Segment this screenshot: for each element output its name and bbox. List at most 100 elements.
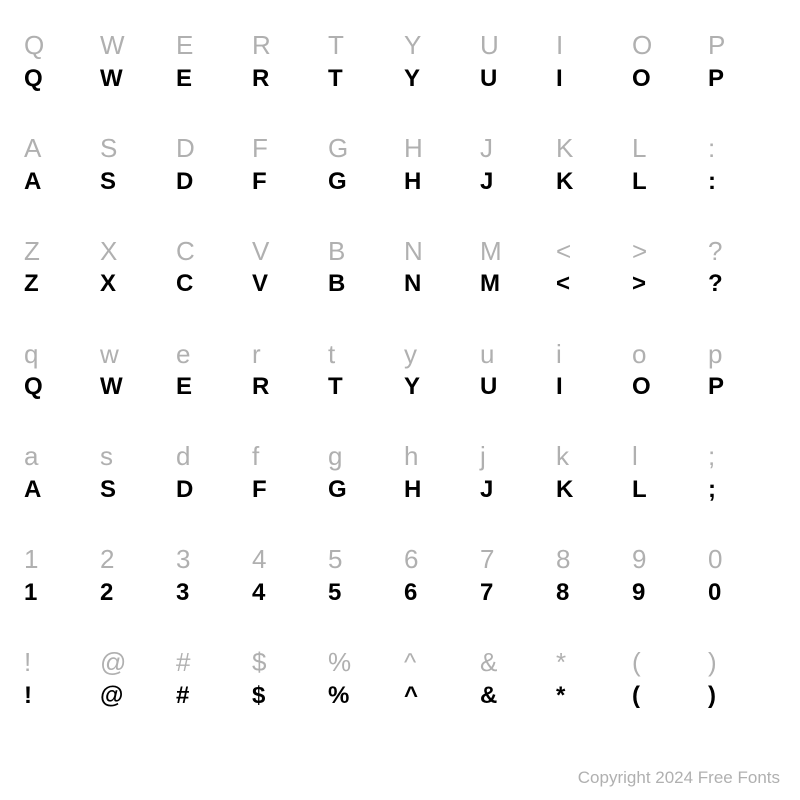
reference-character: 3	[176, 543, 190, 577]
sample-character: $	[252, 680, 264, 711]
sample-character: M	[480, 268, 499, 299]
specimen-cell: **	[552, 627, 628, 730]
sample-character: D	[176, 474, 192, 505]
reference-character: f	[252, 440, 259, 474]
sample-character: G	[328, 474, 346, 505]
sample-character: H	[404, 474, 420, 505]
specimen-cell: yY	[400, 319, 476, 422]
sample-character: J	[480, 166, 492, 197]
sample-character: L	[632, 474, 646, 505]
sample-character: 7	[480, 577, 492, 608]
specimen-cell: FF	[248, 113, 324, 216]
reference-character: t	[328, 338, 335, 372]
sample-character: 8	[556, 577, 568, 608]
specimen-cell: %%	[324, 627, 400, 730]
sample-character: (	[632, 680, 639, 711]
reference-character: q	[24, 338, 38, 372]
specimen-cell: DD	[172, 113, 248, 216]
reference-character: l	[632, 440, 638, 474]
specimen-cell: 66	[400, 524, 476, 627]
specimen-cell: RR	[248, 10, 324, 113]
reference-character: r	[252, 338, 261, 372]
reference-character: j	[480, 440, 486, 474]
specimen-cell: wW	[96, 319, 172, 422]
sample-character: W	[100, 63, 122, 94]
reference-character: ;	[708, 440, 715, 474]
sample-character: O	[632, 63, 650, 94]
sample-character: D	[176, 166, 192, 197]
specimen-cell: 22	[96, 524, 172, 627]
specimen-cell: aA	[20, 421, 96, 524]
reference-character: N	[404, 235, 423, 269]
reference-character: G	[328, 132, 348, 166]
specimen-cell: sS	[96, 421, 172, 524]
reference-character: >	[632, 235, 647, 269]
specimen-cell: BB	[324, 216, 400, 319]
specimen-cell: PP	[704, 10, 780, 113]
specimen-cell: kK	[552, 421, 628, 524]
reference-character: E	[176, 29, 193, 63]
reference-character: #	[176, 646, 190, 680]
specimen-cell: ^^	[400, 627, 476, 730]
sample-character: Q	[24, 371, 42, 402]
sample-character: !	[24, 680, 31, 711]
copyright-text: Copyright 2024 Free Fonts	[578, 768, 780, 788]
sample-character: Q	[24, 63, 42, 94]
specimen-cell: iI	[552, 319, 628, 422]
reference-character: ?	[708, 235, 722, 269]
sample-character: V	[252, 268, 267, 299]
sample-character: ^	[404, 680, 417, 711]
reference-character: D	[176, 132, 195, 166]
reference-character: F	[252, 132, 268, 166]
sample-character: #	[176, 680, 188, 711]
sample-character: 5	[328, 577, 340, 608]
sample-character: J	[480, 474, 492, 505]
reference-character: 1	[24, 543, 38, 577]
reference-character: &	[480, 646, 497, 680]
specimen-cell: fF	[248, 421, 324, 524]
reference-character: g	[328, 440, 342, 474]
specimen-cell: oO	[628, 319, 704, 422]
reference-character: *	[556, 646, 566, 680]
reference-character: w	[100, 338, 119, 372]
reference-character: J	[480, 132, 493, 166]
sample-character: E	[176, 371, 191, 402]
sample-character: Y	[404, 63, 419, 94]
specimen-cell: WW	[96, 10, 172, 113]
sample-character: T	[328, 63, 342, 94]
specimen-cell: >>	[628, 216, 704, 319]
specimen-cell: JJ	[476, 113, 552, 216]
reference-character: M	[480, 235, 502, 269]
specimen-cell: qQ	[20, 319, 96, 422]
sample-character: G	[328, 166, 346, 197]
specimen-cell: eE	[172, 319, 248, 422]
reference-character: U	[480, 29, 499, 63]
reference-character: Y	[404, 29, 421, 63]
sample-character: Z	[24, 268, 38, 299]
sample-character: E	[176, 63, 191, 94]
specimen-cell: LL	[628, 113, 704, 216]
specimen-cell: $$	[248, 627, 324, 730]
sample-character: Y	[404, 371, 419, 402]
reference-character: Z	[24, 235, 40, 269]
sample-character: U	[480, 63, 496, 94]
specimen-cell: AA	[20, 113, 96, 216]
specimen-cell: 88	[552, 524, 628, 627]
specimen-cell: uU	[476, 319, 552, 422]
reference-character: T	[328, 29, 344, 63]
sample-character: I	[556, 63, 562, 94]
reference-character: )	[708, 646, 717, 680]
reference-character: o	[632, 338, 646, 372]
specimen-cell: ::	[704, 113, 780, 216]
sample-character: R	[252, 63, 268, 94]
specimen-cell: 77	[476, 524, 552, 627]
sample-character: N	[404, 268, 420, 299]
reference-character: :	[708, 132, 715, 166]
specimen-cell: NN	[400, 216, 476, 319]
specimen-cell: KK	[552, 113, 628, 216]
specimen-cell: SS	[96, 113, 172, 216]
sample-character: W	[100, 371, 122, 402]
reference-character: Q	[24, 29, 44, 63]
reference-character: @	[100, 646, 126, 680]
specimen-cell: ;;	[704, 421, 780, 524]
